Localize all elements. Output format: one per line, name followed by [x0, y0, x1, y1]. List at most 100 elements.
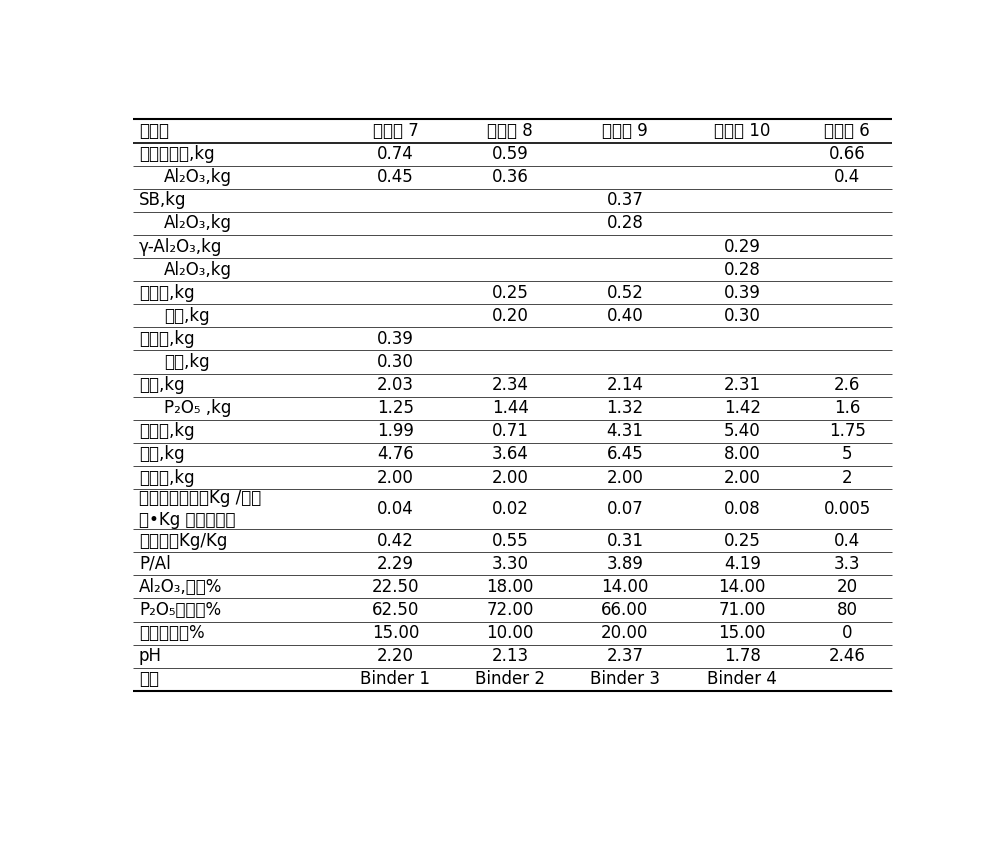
Text: 6.45: 6.45: [606, 446, 643, 463]
Text: 0.07: 0.07: [606, 500, 643, 518]
Text: 0.74: 0.74: [377, 145, 414, 163]
Text: γ-Al₂O₃,kg: γ-Al₂O₃,kg: [139, 237, 222, 256]
Text: 拟薄水铝石,kg: 拟薄水铝石,kg: [139, 145, 215, 163]
Text: 0.30: 0.30: [377, 353, 414, 371]
Text: 磷酸,kg: 磷酸,kg: [139, 376, 185, 394]
Text: 14.00: 14.00: [719, 578, 766, 596]
Text: 2: 2: [842, 468, 853, 486]
Text: 18.00: 18.00: [486, 578, 534, 596]
Text: 2.00: 2.00: [377, 468, 414, 486]
Text: 0.005: 0.005: [824, 500, 871, 518]
Text: 0.39: 0.39: [377, 330, 414, 348]
Text: 0.28: 0.28: [606, 214, 643, 232]
Text: 0.25: 0.25: [492, 284, 529, 301]
Text: 66.00: 66.00: [601, 601, 648, 619]
Text: 0.40: 0.40: [606, 307, 643, 325]
Text: Al₂O₃,kg: Al₂O₃,kg: [164, 261, 232, 279]
Text: 0: 0: [842, 624, 853, 642]
Text: 磷酸加料速度，Kg /（分: 磷酸加料速度，Kg /（分: [139, 490, 261, 507]
Text: 2.00: 2.00: [606, 468, 643, 486]
Text: 总量,kg: 总量,kg: [139, 446, 185, 463]
Text: 实施例 9: 实施例 9: [602, 122, 648, 140]
Text: 2.13: 2.13: [492, 647, 529, 665]
Text: 20: 20: [837, 578, 858, 596]
Text: 累脱土,kg: 累脱土,kg: [139, 284, 195, 301]
Text: 2.29: 2.29: [377, 555, 414, 573]
Text: 3.64: 3.64: [492, 446, 529, 463]
Text: 3.30: 3.30: [492, 555, 529, 573]
Text: 4.76: 4.76: [377, 446, 414, 463]
Text: 粘土，重量%: 粘土，重量%: [139, 624, 205, 642]
Text: P₂O₅ ,kg: P₂O₅ ,kg: [164, 399, 231, 417]
Text: 干基,kg: 干基,kg: [164, 307, 209, 325]
Text: 2.46: 2.46: [829, 647, 866, 665]
Text: 0.20: 0.20: [492, 307, 529, 325]
Text: 0.66: 0.66: [829, 145, 866, 163]
Text: Binder 1: Binder 1: [360, 670, 430, 688]
Text: 4.19: 4.19: [724, 555, 761, 573]
Text: 1.6: 1.6: [834, 399, 860, 417]
Text: 总干基,kg: 总干基,kg: [139, 468, 195, 486]
Text: Al₂O₃,重量%: Al₂O₃,重量%: [139, 578, 222, 596]
Text: 0.71: 0.71: [492, 422, 529, 441]
Text: 72.00: 72.00: [486, 601, 534, 619]
Text: 2.00: 2.00: [492, 468, 529, 486]
Text: 0.37: 0.37: [606, 192, 643, 209]
Text: 2.14: 2.14: [606, 376, 643, 394]
Text: 8.00: 8.00: [724, 446, 761, 463]
Text: 71.00: 71.00: [719, 601, 766, 619]
Text: Binder 2: Binder 2: [475, 670, 545, 688]
Text: 钟•Kg 氧化铝源）: 钟•Kg 氧化铝源）: [139, 511, 235, 529]
Text: 14.00: 14.00: [601, 578, 649, 596]
Text: 20.00: 20.00: [601, 624, 649, 642]
Text: SB,kg: SB,kg: [139, 192, 186, 209]
Text: 5: 5: [842, 446, 853, 463]
Text: 0.52: 0.52: [606, 284, 643, 301]
Text: 0.59: 0.59: [492, 145, 529, 163]
Text: 0.45: 0.45: [377, 168, 414, 187]
Text: 干基,kg: 干基,kg: [164, 353, 209, 371]
Text: 0.4: 0.4: [834, 532, 860, 549]
Text: Binder 4: Binder 4: [707, 670, 777, 688]
Text: 0.04: 0.04: [377, 500, 414, 518]
Text: 实施例 7: 实施例 7: [373, 122, 418, 140]
Text: 5.40: 5.40: [724, 422, 761, 441]
Text: Al₂O₃,kg: Al₂O₃,kg: [164, 168, 232, 187]
Text: 1.75: 1.75: [829, 422, 866, 441]
Text: 10.00: 10.00: [486, 624, 534, 642]
Text: 1.99: 1.99: [377, 422, 414, 441]
Text: 化学水,kg: 化学水,kg: [139, 422, 195, 441]
Text: 0.42: 0.42: [377, 532, 414, 549]
Text: 1.25: 1.25: [377, 399, 414, 417]
Text: 0.55: 0.55: [492, 532, 529, 549]
Text: 4.31: 4.31: [606, 422, 643, 441]
Text: 22.50: 22.50: [372, 578, 419, 596]
Text: 编号: 编号: [139, 670, 159, 688]
Text: 0.29: 0.29: [724, 237, 761, 256]
Text: 0.08: 0.08: [724, 500, 761, 518]
Text: 0.30: 0.30: [724, 307, 761, 325]
Text: 2.00: 2.00: [724, 468, 761, 486]
Text: 粘结剂: 粘结剂: [139, 122, 169, 140]
Text: 0.31: 0.31: [606, 532, 643, 549]
Text: P₂O₅，重量%: P₂O₅，重量%: [139, 601, 221, 619]
Text: 1.44: 1.44: [492, 399, 529, 417]
Text: 3.3: 3.3: [834, 555, 861, 573]
Text: 高岭土,kg: 高岭土,kg: [139, 330, 195, 348]
Text: 1.32: 1.32: [606, 399, 643, 417]
Text: 0.39: 0.39: [724, 284, 761, 301]
Text: 2.03: 2.03: [377, 376, 414, 394]
Text: 2.37: 2.37: [606, 647, 643, 665]
Text: 固含量，Kg/Kg: 固含量，Kg/Kg: [139, 532, 227, 549]
Text: 3.89: 3.89: [606, 555, 643, 573]
Text: 80: 80: [837, 601, 858, 619]
Text: 0.36: 0.36: [492, 168, 529, 187]
Text: Binder 3: Binder 3: [590, 670, 660, 688]
Text: 2.34: 2.34: [492, 376, 529, 394]
Text: 0.25: 0.25: [724, 532, 761, 549]
Text: 2.20: 2.20: [377, 647, 414, 665]
Text: P/Al: P/Al: [139, 555, 171, 573]
Text: Al₂O₃,kg: Al₂O₃,kg: [164, 214, 232, 232]
Text: 0.4: 0.4: [834, 168, 860, 187]
Text: 15.00: 15.00: [719, 624, 766, 642]
